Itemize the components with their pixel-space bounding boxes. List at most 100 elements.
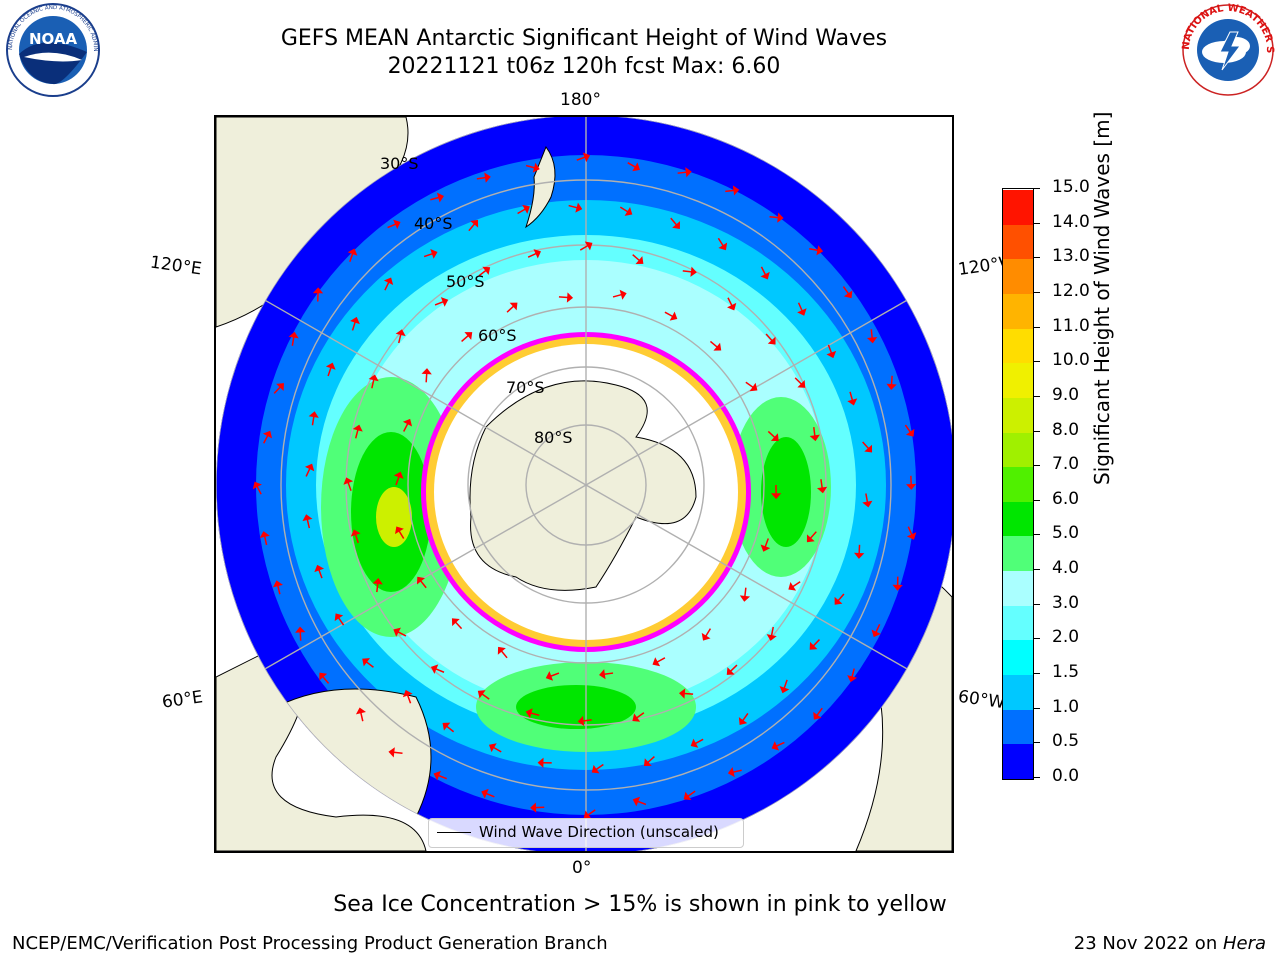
colorbar-segment [1003,224,1033,260]
wave-direction-arrow [687,790,696,797]
map-legend: Wind Wave Direction (unscaled) [428,818,744,848]
wave-direction-arrow [349,253,354,263]
wave-direction-arrowhead [325,362,336,370]
wave-direction-arrow [351,321,356,331]
colorbar-tick [1034,430,1040,432]
colorbar-tick [1034,534,1040,536]
wave-direction-arrowhead [372,578,383,585]
wave-direction-arrowhead [816,486,828,494]
wave-direction-arrowhead [368,374,379,382]
wave-direction-arrowhead [393,471,404,479]
wave-direction-arrow [792,581,801,588]
wave-direction-arrowhead [530,802,537,813]
wave-direction-arrow [291,336,295,346]
wave-direction-arrow [684,692,694,695]
wave-direction-arrowhead [350,529,361,537]
wave-direction-arrow [468,223,476,232]
wave-direction-arrowhead [388,747,395,758]
wave-direction-arrow [500,650,508,659]
wave-direction-arrowhead [643,758,652,767]
wave-direction-arrowhead [350,316,360,325]
wave-direction-arrow [517,208,526,215]
wave-direction-arrow [434,300,444,306]
wave-direction-arrowhead [583,810,592,819]
chart-subtitle: 20221121 t06z 120h fcst Max: 6.60 [387,54,781,79]
wave-direction-arrow [384,281,390,291]
ice-note: Sea Ice Concentration > 15% is shown in … [333,892,947,917]
wave-direction-arrow [354,534,359,544]
wave-direction-arrow [318,569,323,579]
wave-direction-arrowhead [760,271,770,280]
colorbar-segment [1003,709,1033,745]
wave-direction-arrowhead [421,368,432,375]
wave-direction-arrow [579,244,589,251]
wave-direction-arrow [820,479,823,489]
colorbar-tick [1034,569,1040,571]
wave-direction-arrowhead [482,266,491,275]
wave-direction-arrowhead [739,595,751,602]
wave-direction-arrow [493,746,502,753]
wave-direction-arrowhead [727,302,737,311]
run-date-text: 23 Nov 2022 on [1073,933,1223,954]
colorbar-tick [1034,361,1040,363]
wave-direction-arrowhead [690,266,697,277]
wave-direction-arrowhead [905,428,915,437]
wave-direction-arrowhead [906,483,917,490]
lon-label-0: 0° [572,858,592,878]
wave-direction-arrow [525,164,535,169]
wave-direction-arrow [862,441,870,450]
wave-direction-arrowhead [295,626,306,633]
wave-direction-arrow [849,391,854,401]
wave-direction-arrow [371,379,375,389]
wave-direction-arrowhead [632,796,641,807]
wave-direction-arrowhead [584,241,593,251]
producer-credit: NCEP/EMC/Verification Post Processing Pr… [12,933,608,954]
lat-label-40s: 40°S [414,214,453,233]
lat-label-30s: 30°S [380,154,419,173]
wave-direction-arrow [612,293,622,298]
wave-direction-arrow [851,668,855,678]
wave-direction-arrowhead [545,671,554,681]
wave-direction-arrow [454,621,463,630]
wave-direction-arrow [632,254,640,262]
wave-direction-arrow [875,623,881,633]
colorbar-segment [1003,328,1033,364]
wave-direction-arrow [907,526,913,536]
wave-direction-arrow [865,493,869,503]
wave-direction-arrowhead [892,584,903,591]
wave-direction-arrow [709,340,718,348]
lat-label-80s: 80°S [534,428,573,447]
wave-direction-arrow [813,427,816,437]
legend-label: Wind Wave Direction (unscaled) [479,823,719,841]
wave-direction-arrowhead [402,689,413,698]
wave-direction-arrowhead [862,500,873,508]
wave-direction-arrow [637,800,647,806]
wave-direction-arrowhead [797,308,807,316]
colorbar-segment [1003,293,1033,329]
wave-direction-arrow [365,661,374,668]
wave-direction-arrowhead [522,204,530,214]
wave-direction-arrow [446,725,455,733]
wave-direction-arrow [395,476,400,486]
wave-direction-arrowhead [347,248,358,256]
wave-direction-arrowhead [433,770,441,781]
colorbar-segment [1003,640,1033,676]
wave-direction-arrowhead [760,544,771,552]
wave-direction-arrowhead [809,434,820,442]
wave-direction-arrowhead [577,715,585,727]
wave-direction-arrowhead [436,192,444,203]
colorbar-segment [1003,571,1033,606]
wave-direction-arrowhead [272,580,283,588]
wave-direction-arrow [604,672,614,676]
map-panel: 30°S 40°S 50°S 60°S 70°S 80°S [214,115,954,853]
colorbar-tick-label: 11.0 [1052,315,1090,336]
wave-direction-arrowhead [816,245,824,256]
wave-direction-arrowhead [635,256,644,264]
wave-direction-arrow [527,252,537,258]
wave-direction-arrow [393,751,403,754]
colorbar-tick [1034,638,1040,640]
wave-direction-arrow [760,266,767,276]
wave-direction-arrow [550,672,560,677]
wave-direction-arrowhead [262,430,273,439]
wave-direction-arrowhead [312,287,324,294]
